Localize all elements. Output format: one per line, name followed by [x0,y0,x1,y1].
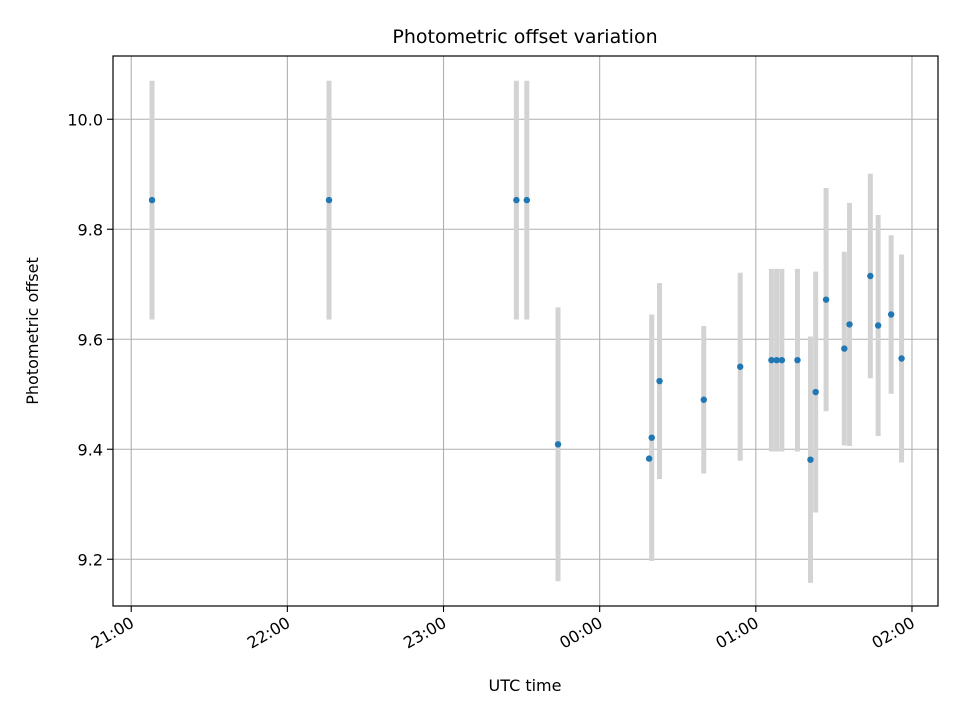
data-point [645,455,653,462]
data-point [887,311,895,318]
data-point [794,356,801,364]
data-point [773,356,780,364]
data-point [874,322,882,329]
data-point [812,388,819,396]
y-axis-label: Photometric offset [23,257,42,405]
data-point [822,296,830,303]
data-point [778,356,786,364]
x-axis-label: UTC time [489,676,562,695]
y-tick-label: 9.8 [78,220,103,239]
data-point [867,272,874,280]
y-tick-label: 10.0 [67,110,103,129]
data-point [898,355,905,362]
data-point [148,196,156,204]
data-point [700,396,707,403]
y-tick-label: 9.4 [78,440,103,459]
y-tick-label: 9.2 [78,550,103,569]
chart-title: Photometric offset variation [392,26,657,48]
data-points [148,196,905,463]
data-point [768,356,775,364]
data-point [325,196,333,204]
data-point [846,321,853,328]
data-point [656,377,663,385]
data-point [841,345,848,352]
plot-frame [112,55,939,607]
data-point [523,196,531,204]
data-point [807,456,814,463]
data-point [513,196,520,204]
data-point [737,363,744,370]
data-point [554,441,562,448]
data-point [648,434,655,441]
y-tick-label: 9.6 [78,330,103,349]
